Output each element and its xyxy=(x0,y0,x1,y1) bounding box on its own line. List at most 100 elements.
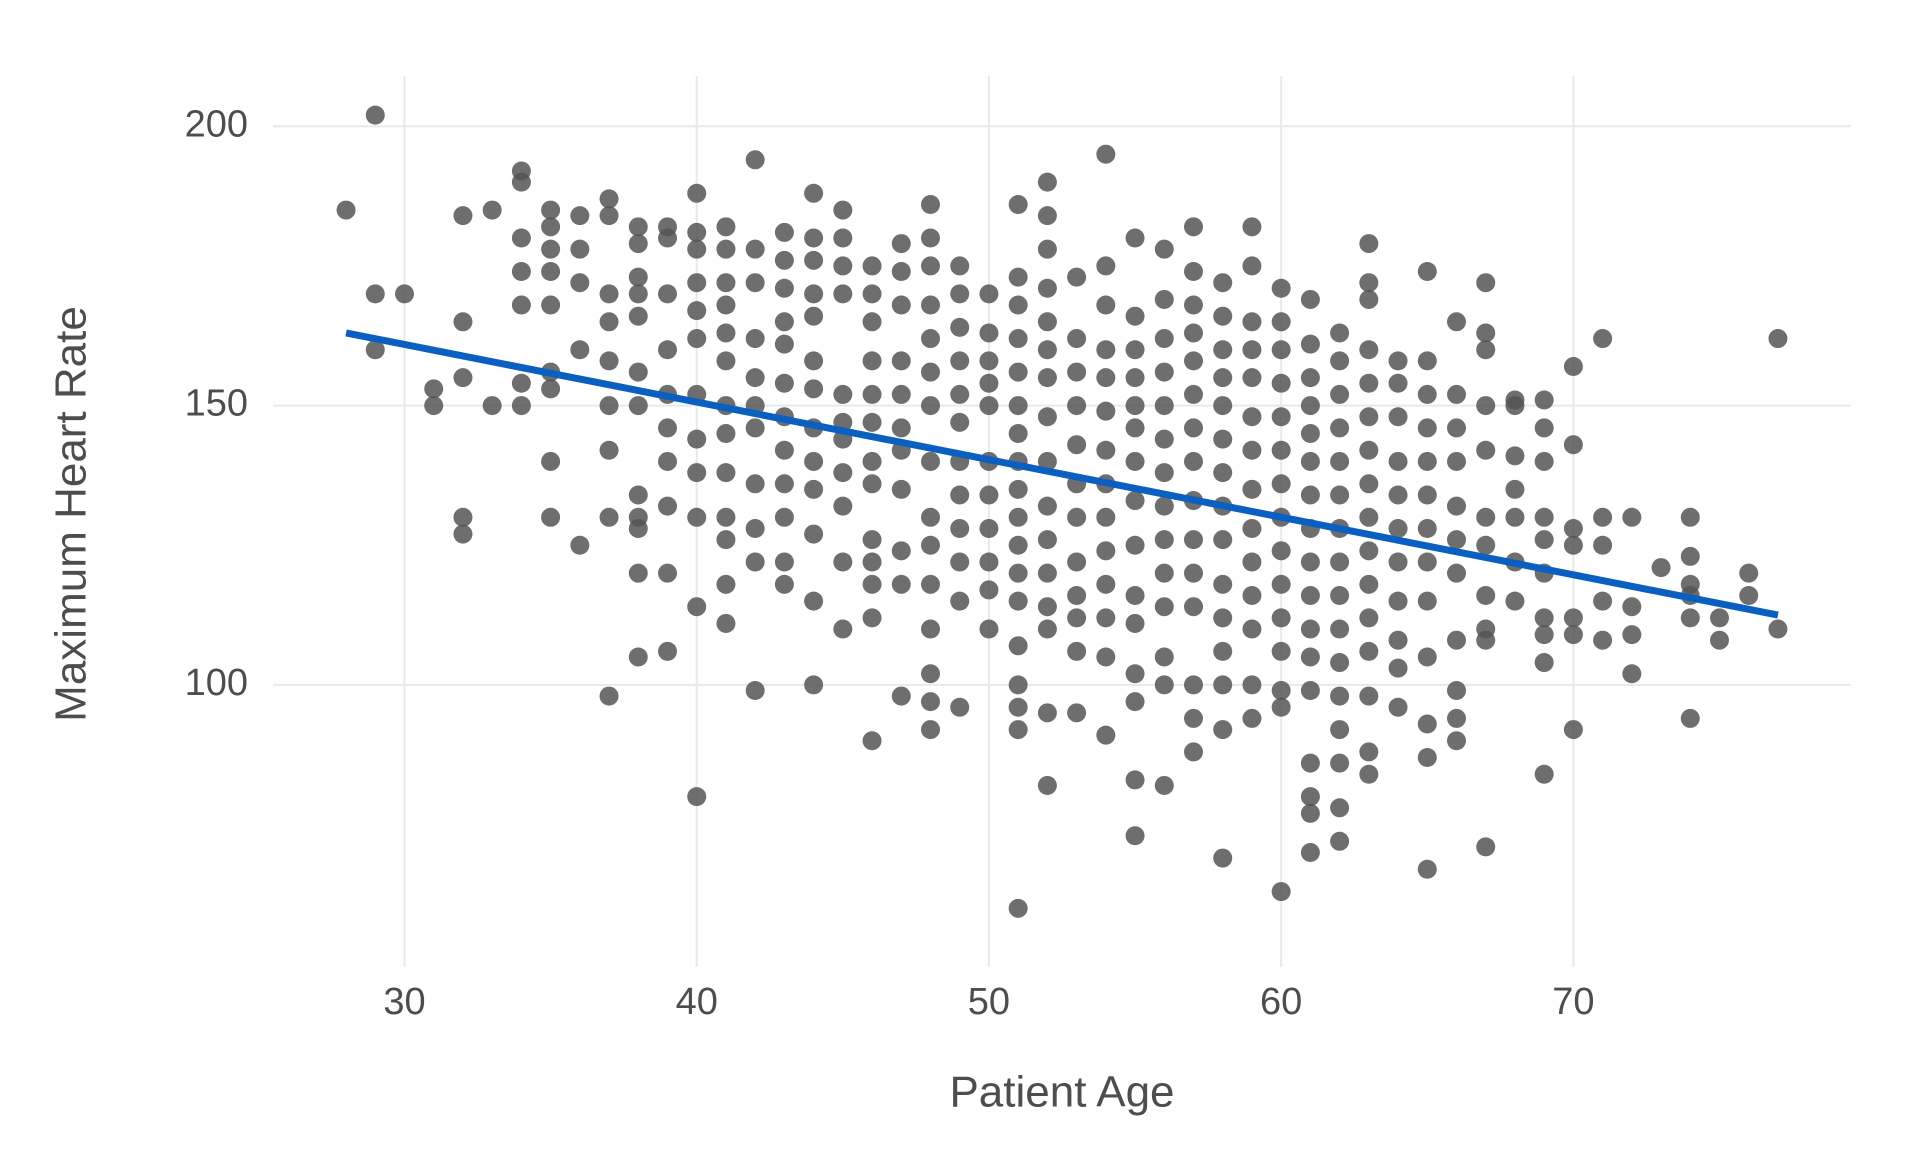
data-point xyxy=(862,474,882,494)
data-point xyxy=(1359,541,1379,561)
data-point xyxy=(1447,496,1466,516)
data-point xyxy=(1447,530,1466,550)
data-point xyxy=(1593,535,1613,555)
data-point xyxy=(1680,546,1700,566)
data-point xyxy=(1037,239,1057,259)
data-point xyxy=(716,217,736,237)
data-point xyxy=(1622,507,1642,527)
data-point xyxy=(891,686,911,706)
data-point xyxy=(1271,474,1291,494)
data-point xyxy=(1154,463,1174,483)
data-point xyxy=(1359,686,1379,706)
data-point xyxy=(1154,530,1174,550)
data-point xyxy=(1037,278,1057,298)
data-point xyxy=(453,524,473,544)
data-point xyxy=(979,284,999,304)
data-point xyxy=(774,278,794,298)
data-point xyxy=(1008,507,1028,527)
data-point xyxy=(1154,289,1174,309)
data-point xyxy=(833,619,853,639)
data-point xyxy=(804,250,824,270)
data-point xyxy=(1505,396,1525,416)
data-point xyxy=(658,451,677,471)
x-tick-label: 30 xyxy=(383,981,425,1023)
data-point xyxy=(424,379,444,399)
data-point xyxy=(716,530,736,550)
data-point xyxy=(1037,172,1057,192)
data-point xyxy=(511,373,531,393)
data-point xyxy=(716,613,736,633)
data-point xyxy=(1388,407,1408,427)
data-point xyxy=(1739,563,1759,583)
data-point xyxy=(1037,340,1057,360)
data-point xyxy=(541,507,561,527)
data-point xyxy=(979,552,999,572)
data-point xyxy=(1096,340,1116,360)
data-point xyxy=(1300,368,1320,388)
data-point xyxy=(1417,351,1437,371)
data-point xyxy=(1067,552,1087,572)
data-point xyxy=(1447,451,1466,471)
data-point xyxy=(541,217,561,237)
data-point xyxy=(774,250,794,270)
data-point xyxy=(453,206,473,226)
data-point xyxy=(1213,429,1233,449)
data-point xyxy=(716,323,736,343)
data-point xyxy=(1213,273,1233,293)
data-point xyxy=(1563,720,1583,740)
data-point xyxy=(1008,424,1028,444)
data-point xyxy=(1300,787,1320,807)
data-point xyxy=(1300,396,1320,416)
data-point xyxy=(1388,552,1408,572)
data-point xyxy=(1330,720,1350,740)
data-point xyxy=(1213,306,1233,326)
data-point xyxy=(774,334,794,354)
data-point xyxy=(1008,396,1028,416)
data-point xyxy=(1067,586,1087,606)
data-point xyxy=(1330,798,1350,818)
data-point xyxy=(1534,625,1554,645)
data-point xyxy=(1476,586,1496,606)
data-point xyxy=(453,312,473,332)
data-point xyxy=(1184,675,1203,695)
data-point xyxy=(1505,591,1525,611)
data-point xyxy=(1125,491,1145,511)
data-point xyxy=(1154,239,1174,259)
data-point xyxy=(950,317,970,337)
data-point xyxy=(1417,384,1437,404)
data-point xyxy=(1768,619,1788,639)
data-point xyxy=(1067,507,1087,527)
data-point xyxy=(950,697,970,717)
data-point xyxy=(1300,619,1320,639)
data-point xyxy=(541,295,561,315)
data-point xyxy=(1476,440,1496,460)
data-point xyxy=(1271,407,1291,427)
data-point xyxy=(1330,753,1350,773)
data-point xyxy=(891,418,911,438)
data-point xyxy=(1184,742,1203,762)
data-point xyxy=(891,574,911,594)
data-point xyxy=(1622,664,1642,684)
data-point xyxy=(833,228,853,248)
data-point xyxy=(1096,256,1116,276)
data-point xyxy=(950,284,970,304)
data-point xyxy=(804,479,824,499)
data-point xyxy=(1037,368,1057,388)
data-point xyxy=(1242,586,1262,606)
data-point xyxy=(1563,535,1583,555)
data-point xyxy=(1008,720,1028,740)
data-point xyxy=(1125,396,1145,416)
data-point xyxy=(541,379,561,399)
data-point xyxy=(1271,608,1291,628)
data-point xyxy=(833,256,853,276)
data-point xyxy=(658,228,677,248)
data-point xyxy=(774,507,794,527)
data-point xyxy=(804,228,824,248)
data-point xyxy=(862,731,882,751)
data-point xyxy=(1037,496,1057,516)
data-point xyxy=(921,228,940,248)
data-point xyxy=(1096,401,1116,421)
data-point xyxy=(1242,619,1262,639)
trend-line xyxy=(345,329,1779,619)
data-point xyxy=(804,284,824,304)
